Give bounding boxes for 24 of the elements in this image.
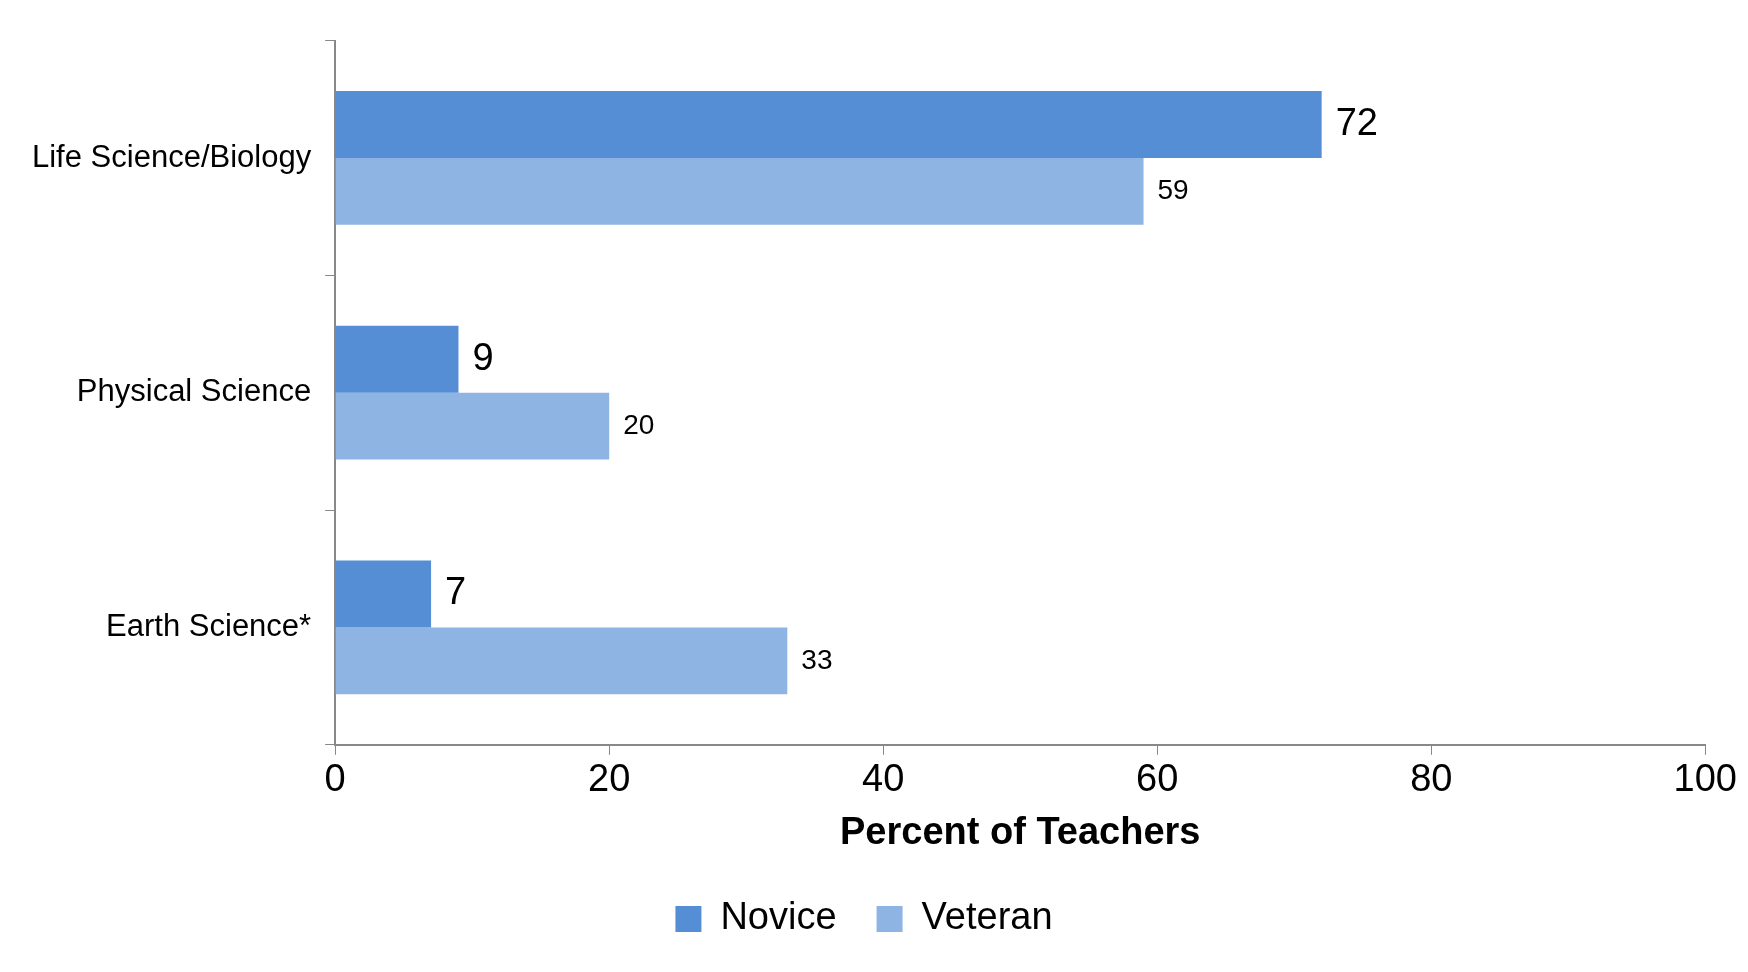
bar bbox=[335, 157, 1144, 225]
legend-label: Novice bbox=[720, 895, 837, 938]
y-tick-label: Earth Science* bbox=[106, 607, 312, 643]
y-tick-label: Physical Science bbox=[76, 373, 312, 409]
data-label: 33 bbox=[801, 643, 833, 675]
x-axis-title: Percent of Teachers bbox=[840, 809, 1201, 852]
x-tick-label: 40 bbox=[862, 757, 905, 800]
bar bbox=[335, 627, 788, 695]
x-tick-label: 0 bbox=[324, 757, 346, 800]
x-tick-label: 100 bbox=[1673, 757, 1737, 800]
x-tick-label: 60 bbox=[1136, 757, 1179, 800]
bar bbox=[335, 392, 610, 460]
legend-label: Veteran bbox=[921, 895, 1053, 938]
data-label: 9 bbox=[472, 335, 494, 378]
data-label: 59 bbox=[1157, 174, 1189, 206]
data-label: 72 bbox=[1335, 101, 1378, 143]
bar bbox=[335, 325, 459, 393]
y-tick-label: Life Science/Biology bbox=[31, 138, 312, 174]
bar bbox=[335, 560, 432, 628]
data-label: 20 bbox=[623, 408, 655, 440]
bar bbox=[335, 91, 1322, 158]
data-label: 7 bbox=[445, 570, 467, 613]
x-tick-label: 80 bbox=[1410, 757, 1453, 800]
x-tick-label: 20 bbox=[588, 757, 631, 800]
